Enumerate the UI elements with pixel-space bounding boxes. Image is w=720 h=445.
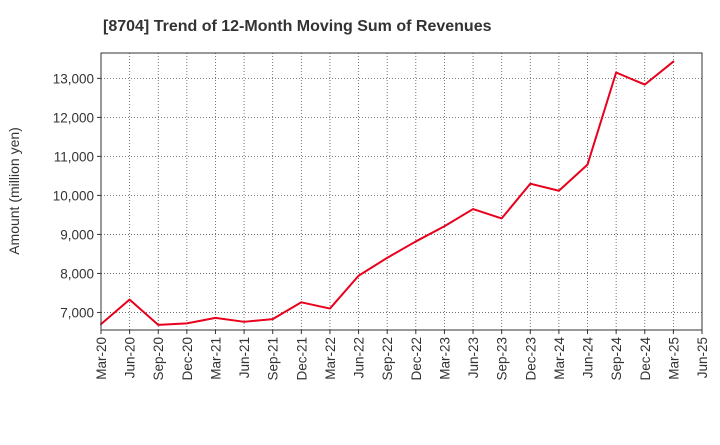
x-tick-label: Sep-22 xyxy=(380,337,395,381)
y-tick-label: 8,000 xyxy=(60,266,94,281)
x-tick-label: Sep-20 xyxy=(151,337,166,381)
x-tick-label: Mar-21 xyxy=(208,337,223,380)
x-tick-label: Dec-20 xyxy=(180,337,195,381)
x-axis-ticks: Mar-20 Jun-20 Sep-20 Dec-20 Mar-21 Jun-21 Sep-… xyxy=(94,330,710,381)
x-tick-label: Jun-25 xyxy=(695,337,710,378)
series-layer xyxy=(100,60,675,326)
grid xyxy=(101,53,702,330)
x-tick-label: Dec-23 xyxy=(523,337,538,381)
x-tick-label: Mar-25 xyxy=(666,337,681,380)
series-line xyxy=(100,60,675,326)
x-tick-label: Sep-21 xyxy=(266,337,281,381)
y-axis-ticks: 7,000 8,000 9,000 10,000 11,000 12,000 13,000 xyxy=(53,71,101,320)
x-tick-label: Sep-23 xyxy=(495,337,510,381)
y-tick-label: 7,000 xyxy=(60,305,94,320)
x-tick-label: Dec-24 xyxy=(638,337,653,381)
x-tick-label: Mar-23 xyxy=(437,337,452,380)
y-tick-label: 11,000 xyxy=(54,149,94,164)
y-tick-label: 9,000 xyxy=(60,227,94,242)
x-tick-label: Dec-22 xyxy=(409,337,424,381)
chart-title: [8704] Trend of 12-Month Moving Sum of R… xyxy=(103,18,492,35)
x-tick-label: Mar-22 xyxy=(323,337,338,380)
x-tick-label: Sep-24 xyxy=(609,337,624,381)
x-tick-label: Mar-20 xyxy=(94,337,109,380)
x-tick-label: Jun-21 xyxy=(237,337,252,378)
y-axis-title: Amount (million yen) xyxy=(6,127,22,255)
plot-area-frame xyxy=(100,52,703,331)
x-tick-label: Jun-20 xyxy=(123,337,138,378)
x-tick-label: Jun-22 xyxy=(352,337,367,378)
x-tick-label: Mar-24 xyxy=(552,337,567,380)
x-tick-label: Jun-24 xyxy=(581,337,596,379)
y-tick-label: 13,000 xyxy=(53,71,94,86)
x-tick-label: Jun-23 xyxy=(466,337,481,378)
y-tick-label: 12,000 xyxy=(53,110,94,125)
y-tick-label: 10,000 xyxy=(53,188,94,203)
x-tick-label: Dec-21 xyxy=(294,337,309,381)
